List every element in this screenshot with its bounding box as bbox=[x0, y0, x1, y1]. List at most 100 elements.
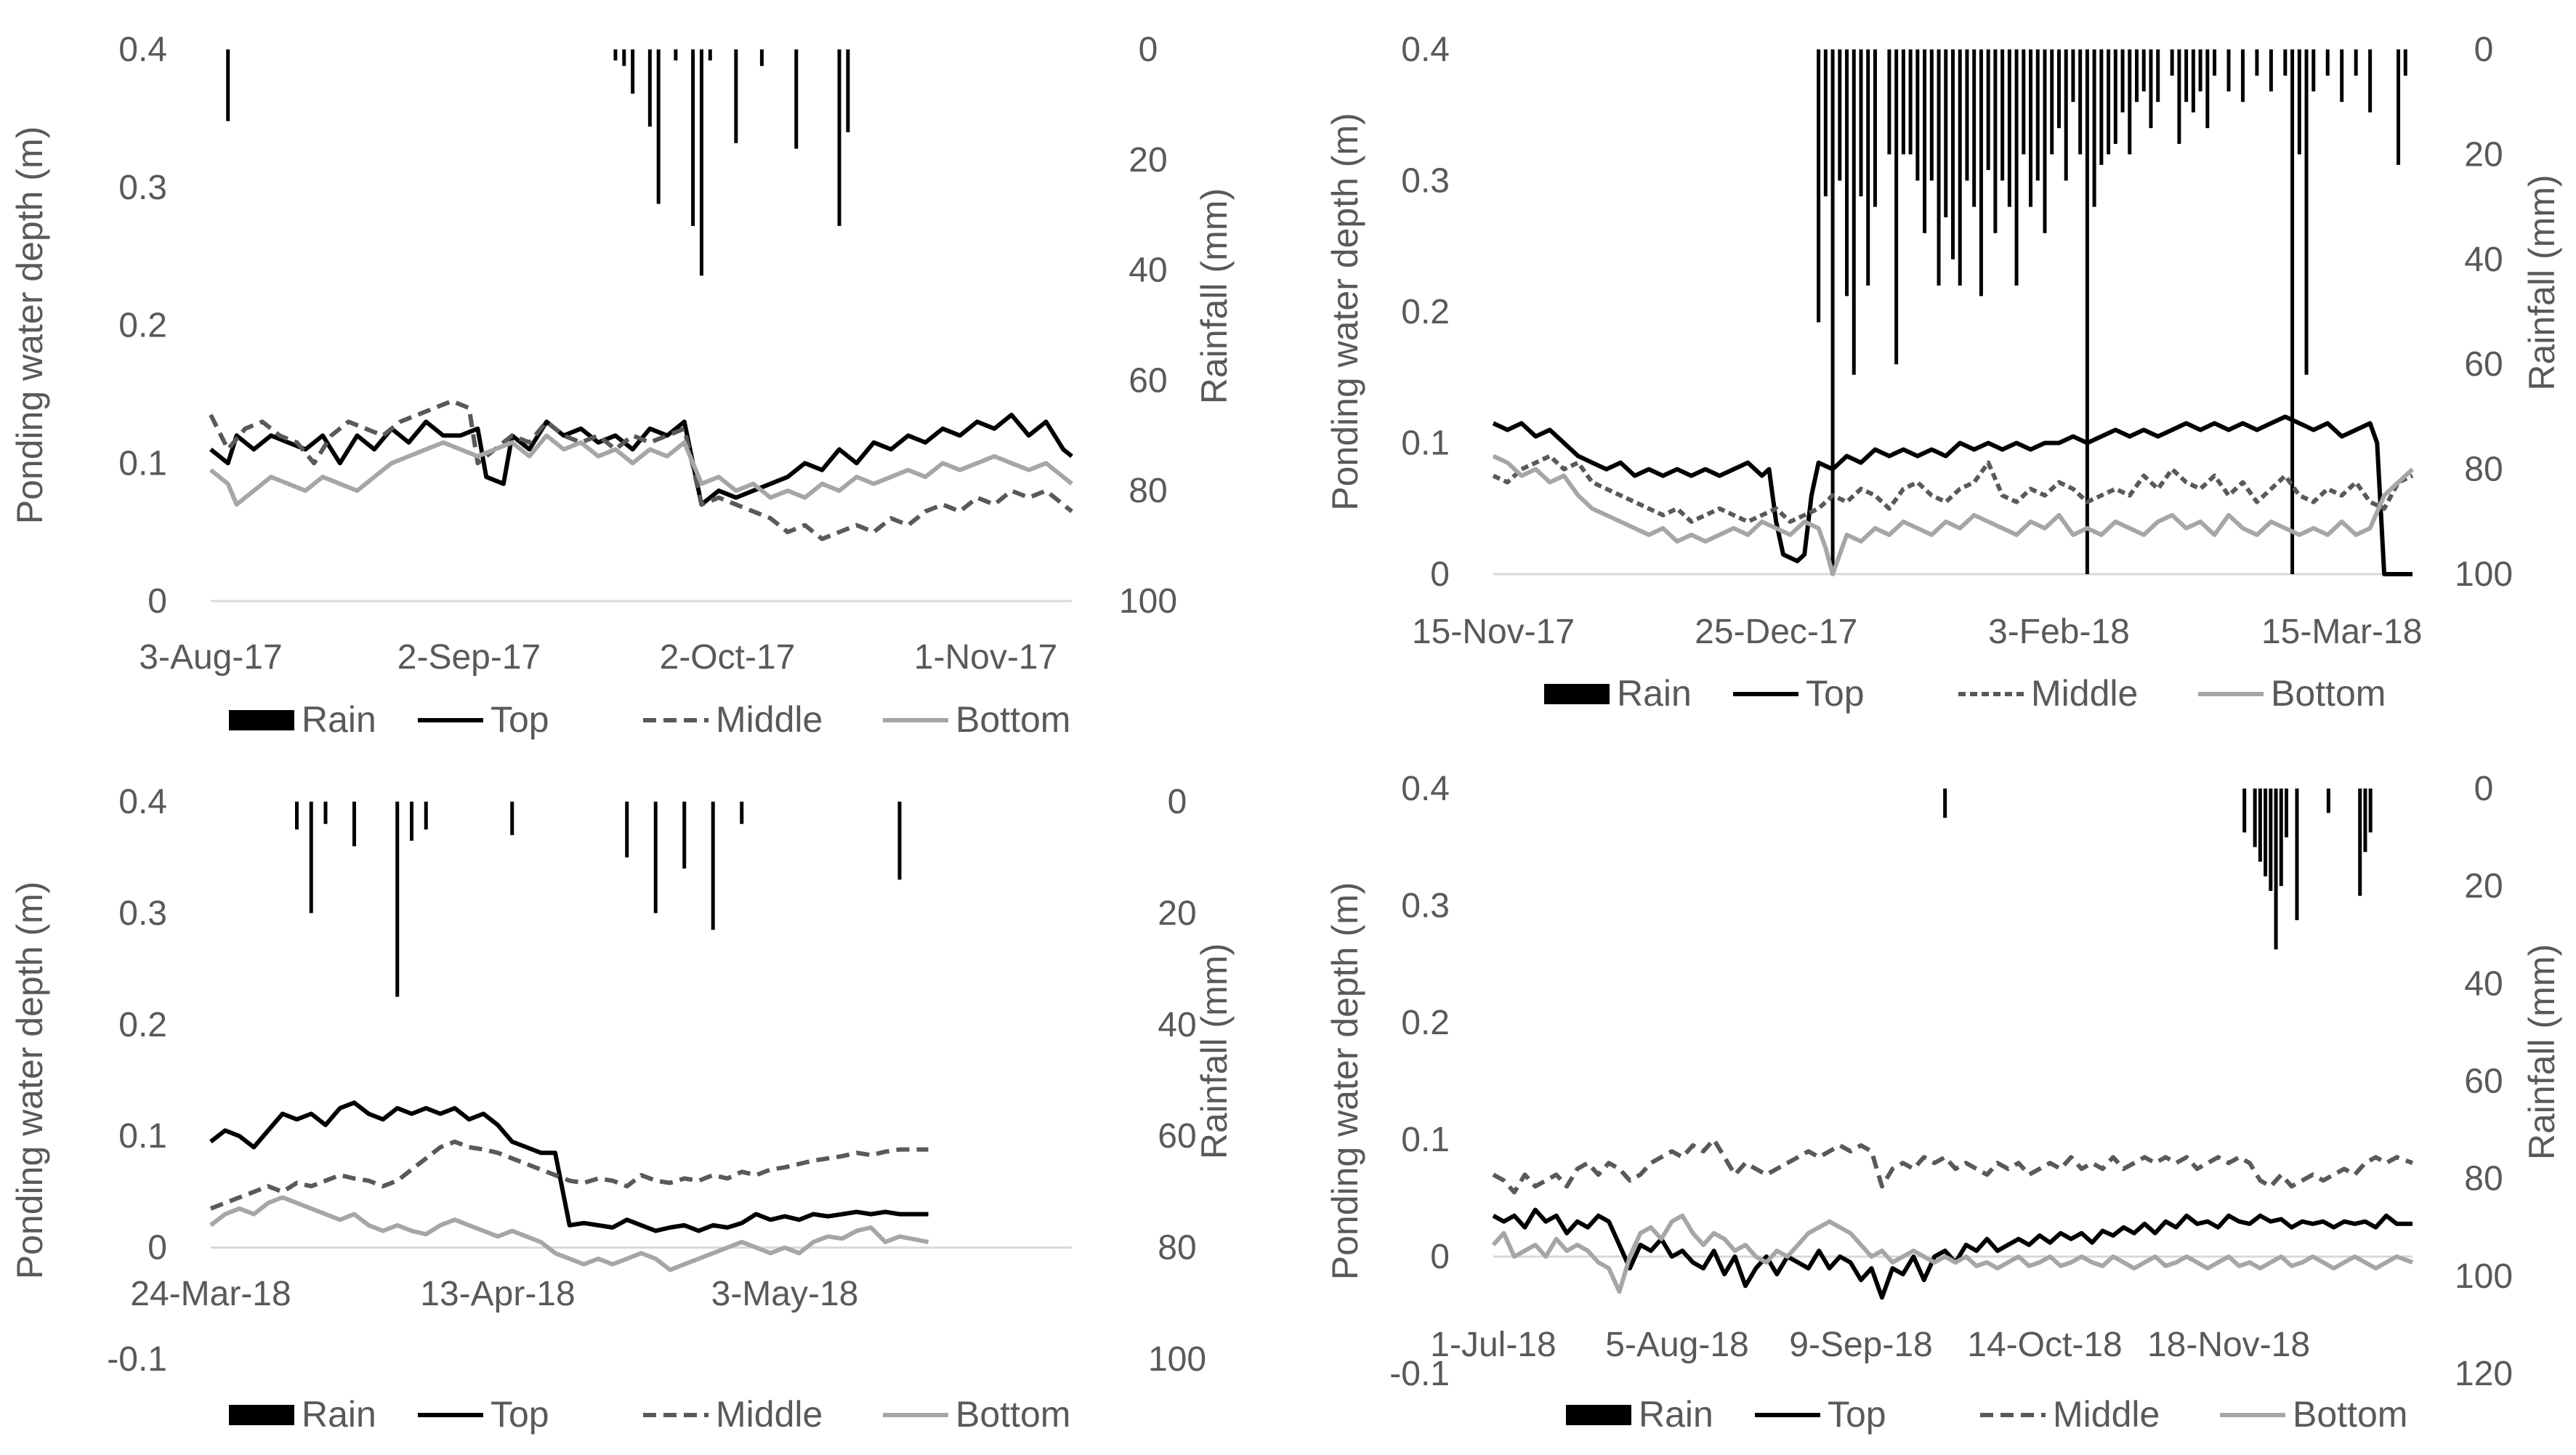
y-tick-label: 0.1 bbox=[1401, 1121, 1450, 1159]
legend-label-middle: Middle bbox=[716, 699, 823, 740]
y-tick-label: 0 bbox=[1430, 555, 1450, 594]
y-tick-label: 0.2 bbox=[118, 307, 167, 345]
y-tick-label: 0 bbox=[148, 1229, 167, 1267]
x-tick-label: 3-Feb-18 bbox=[1988, 613, 2130, 651]
series-line-middle bbox=[209, 1139, 929, 1211]
chart-panel-2: 0 0.1 0.2 0.3 0.4 0 20 40 60 80 100 15-Nov-17 25-Dec… bbox=[1325, 31, 2562, 714]
y2-tick-label: 120 bbox=[2455, 1355, 2513, 1393]
x-tick-label: 3-Aug-17 bbox=[139, 638, 282, 677]
y-tick-label: 0 bbox=[148, 582, 167, 621]
y2-tick-label: 40 bbox=[2464, 241, 2503, 279]
y2-tick-label: 40 bbox=[1128, 251, 1167, 290]
series-line-top bbox=[209, 412, 1073, 507]
y2-tick-label: 0 bbox=[2474, 770, 2494, 808]
y-tick-label: 0.1 bbox=[118, 444, 167, 483]
y2-tick-label: 40 bbox=[1158, 1006, 1196, 1044]
series-line-middle bbox=[1492, 454, 2414, 524]
legend-label-middle: Middle bbox=[2031, 673, 2138, 714]
series-line-top bbox=[209, 1100, 929, 1233]
legend-swatch-rain bbox=[229, 1405, 294, 1425]
series-line-top bbox=[1492, 1207, 2413, 1300]
y-tick-label: 0.4 bbox=[1401, 770, 1450, 808]
series-line-bottom bbox=[1492, 454, 2415, 576]
y-tick-label: 0.3 bbox=[118, 169, 167, 207]
x-tick-label: 2-Sep-17 bbox=[397, 638, 541, 677]
y-tick-label: 0.1 bbox=[1401, 424, 1450, 463]
x-tick-label: 3-May-18 bbox=[711, 1275, 859, 1313]
series-line-bottom bbox=[1491, 1213, 2414, 1294]
y2-tick-label: 60 bbox=[2464, 345, 2503, 384]
rain-series bbox=[295, 802, 902, 997]
legend: Rain Top Middle Bottom bbox=[1544, 673, 2386, 714]
series-line-bottom bbox=[209, 1195, 929, 1273]
y2-tick-label: 100 bbox=[2455, 1257, 2513, 1296]
x-tick-label: 18-Nov-18 bbox=[2147, 1326, 2310, 1364]
series-line-middle bbox=[1492, 1137, 2414, 1195]
y2-tick-label: 20 bbox=[1158, 894, 1196, 932]
x-tick-label: 9-Sep-18 bbox=[1789, 1326, 1932, 1364]
y2-axis-title: Rainfall (mm) bbox=[1194, 943, 1235, 1159]
y-tick-label: -0.1 bbox=[107, 1340, 167, 1379]
rain-series bbox=[1943, 789, 2373, 950]
y2-tick-label: 80 bbox=[1128, 472, 1167, 510]
y2-tick-label: 40 bbox=[2464, 964, 2503, 1003]
y2-tick-label: 80 bbox=[2464, 1160, 2503, 1198]
y2-tick-label: 80 bbox=[2464, 451, 2503, 489]
y-tick-label: 0.2 bbox=[1401, 1004, 1450, 1042]
legend-label-bottom: Bottom bbox=[956, 699, 1070, 740]
x-tick-label: 25-Dec-17 bbox=[1695, 613, 1857, 651]
y2-axis-title: Rainfall (mm) bbox=[2522, 944, 2562, 1160]
legend-label-bottom: Bottom bbox=[2271, 673, 2386, 714]
y2-tick-label: 60 bbox=[1158, 1117, 1196, 1156]
y-tick-label: 0.4 bbox=[118, 31, 167, 69]
legend-swatch-rain bbox=[229, 710, 294, 730]
y-axis-title: Ponding water depth (m) bbox=[1325, 882, 1365, 1281]
legend: Rain Top Middle Bottom bbox=[1566, 1394, 2407, 1435]
y2-tick-label: 100 bbox=[1119, 582, 1177, 621]
x-tick-label: 5-Aug-18 bbox=[1605, 1326, 1748, 1364]
x-tick-label: 14-Oct-18 bbox=[1967, 1326, 2122, 1364]
legend-label-top: Top bbox=[490, 699, 549, 740]
y-axis-title: Ponding water depth (m) bbox=[1325, 113, 1365, 511]
legend-label-middle: Middle bbox=[2053, 1394, 2160, 1435]
x-tick-label: 24-Mar-18 bbox=[130, 1275, 291, 1313]
legend-label-top: Top bbox=[490, 1394, 549, 1435]
y2-tick-label: 20 bbox=[2464, 135, 2503, 174]
y-tick-label: 0.3 bbox=[118, 894, 167, 932]
y-axis-title: Ponding water depth (m) bbox=[9, 882, 50, 1280]
y2-tick-label: 20 bbox=[1128, 141, 1167, 180]
y-tick-label: 0 bbox=[1430, 1238, 1450, 1276]
y2-tick-label: 60 bbox=[2464, 1063, 2503, 1101]
y2-tick-label: 100 bbox=[1148, 1340, 1206, 1379]
y2-tick-label: 0 bbox=[2474, 31, 2494, 69]
legend-label-top: Top bbox=[1828, 1394, 1886, 1435]
y2-tick-label: 60 bbox=[1128, 361, 1167, 400]
legend-label-bottom: Bottom bbox=[956, 1394, 1070, 1435]
chart-panel-1: 0 0.1 0.2 0.3 0.4 0 20 40 60 80 100 3-Aug-17 2-Sep-1… bbox=[9, 31, 1235, 740]
series-line-top bbox=[1492, 414, 2413, 576]
legend-swatch-rain bbox=[1566, 1405, 1631, 1425]
y-tick-label: 0.2 bbox=[1401, 293, 1450, 331]
legend-label-top: Top bbox=[1806, 673, 1865, 714]
series-line-bottom bbox=[209, 433, 1073, 507]
y2-axis-title: Rainfall (mm) bbox=[2522, 174, 2562, 390]
legend-label-rain: Rain bbox=[302, 1394, 376, 1435]
y2-tick-label: 100 bbox=[2455, 555, 2513, 594]
y2-tick-label: 20 bbox=[2464, 867, 2503, 906]
legend-label-middle: Middle bbox=[716, 1394, 823, 1435]
y-tick-label: 0.3 bbox=[1401, 162, 1450, 201]
rain-series bbox=[226, 49, 850, 276]
y-tick-label: 0.4 bbox=[1401, 31, 1450, 69]
x-tick-label: 2-Oct-17 bbox=[660, 638, 796, 677]
rain-series bbox=[1817, 49, 2407, 574]
y-tick-label: -0.1 bbox=[1389, 1355, 1450, 1393]
x-tick-label: 15-Mar-18 bbox=[2261, 613, 2422, 651]
legend-label-rain: Rain bbox=[1617, 673, 1692, 714]
y2-tick-label: 0 bbox=[1168, 783, 1187, 821]
y-axis-title: Ponding water depth (m) bbox=[9, 126, 50, 525]
y2-axis-title: Rainfall (mm) bbox=[1194, 188, 1235, 404]
y2-tick-label: 80 bbox=[1158, 1229, 1196, 1267]
legend: Rain Top Middle Bottom bbox=[229, 1394, 1070, 1435]
x-tick-label: 13-Apr-18 bbox=[420, 1275, 575, 1313]
